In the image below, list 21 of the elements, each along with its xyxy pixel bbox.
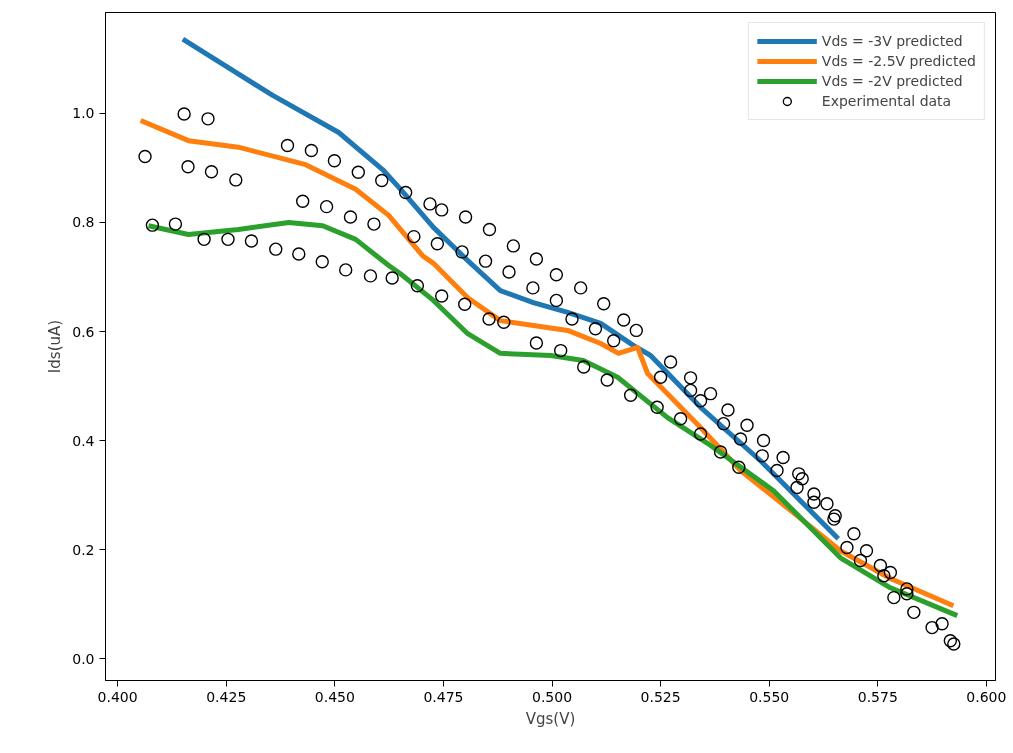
x-tick-label: 0.525 (640, 688, 681, 705)
legend-label: Vds = -3V predicted (821, 32, 963, 51)
y-axis-title: Ids(uA) (46, 319, 65, 374)
x-tick-label: 0.575 (857, 688, 898, 705)
x-tick-label: 0.425 (206, 688, 247, 705)
y-tick-label: 0.2 (72, 541, 95, 558)
x-tick-label: 0.600 (966, 688, 1007, 705)
y-tick-label: 0.8 (72, 214, 95, 231)
x-tick-label: 0.500 (531, 688, 573, 705)
legend-label: Vds = -2.5V predicted (821, 52, 976, 71)
x-tick-label: 0.400 (97, 688, 138, 705)
y-tick-label: 1.0 (72, 105, 95, 122)
x-tick-label: 0.450 (314, 688, 355, 705)
x-tick-label: 0.475 (423, 688, 464, 705)
x-axis-title: Vgs(V) (525, 709, 576, 728)
legend-label: Experimental data (821, 92, 952, 111)
x-tick-label: 0.550 (749, 688, 790, 705)
legend-label: Vds = -2V predicted (821, 72, 963, 91)
y-tick-label: 0.0 (72, 650, 95, 667)
y-tick-label: 0.4 (72, 432, 95, 449)
y-tick-label: 0.6 (72, 323, 95, 340)
